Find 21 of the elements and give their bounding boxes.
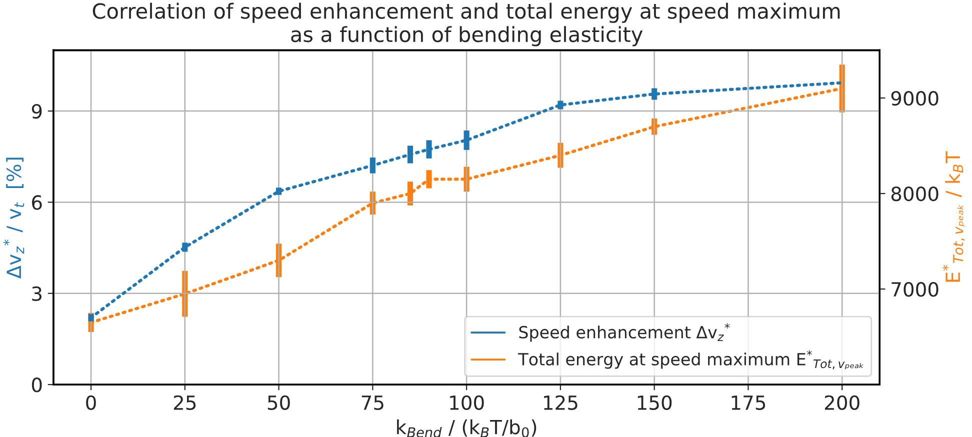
x-tick-label: 125: [544, 395, 578, 410]
x-tick-label: 50: [268, 395, 290, 410]
x-tick-label: 0: [86, 395, 96, 410]
y-tick-label: 0: [32, 378, 42, 392]
x-tick-label: 100: [450, 395, 484, 410]
legend-label: Speed enhancement Δv$_{z}$$^{*}$: [519, 323, 730, 342]
y2-tick-label: 9000: [891, 90, 938, 106]
y-tick-label: 3: [32, 286, 42, 302]
x-tick-label: 150: [638, 395, 672, 410]
x-tick-label: 175: [732, 396, 766, 410]
y2-tick-label: 8000: [891, 186, 938, 202]
y2-axis-title: E$^{*}$$_{Tot,vₚₑₐₖ}$ / k$_{B}$T: [942, 151, 965, 282]
y2-tick-label: 7000: [892, 282, 938, 297]
y-axis-title: Δv$_{z}$$^{*}$ / v$_{t}$ [%]: [3, 158, 24, 279]
x-tick-label: 75: [362, 396, 384, 410]
x-tick-label: 25: [174, 395, 196, 410]
y-tick-label: 6: [32, 195, 42, 210]
legend-label: Total energy at speed maximum E$^{*}$$_{Tot,vₚₑₐₖ}$: [518, 350, 864, 370]
chart-title: Correlation of speed enhancement and total energy at speed maximum as a function of bending elasticity: [92, 2, 840, 46]
x-tick-label: 200: [824, 395, 860, 410]
y-tick-label: 9: [32, 104, 42, 119]
